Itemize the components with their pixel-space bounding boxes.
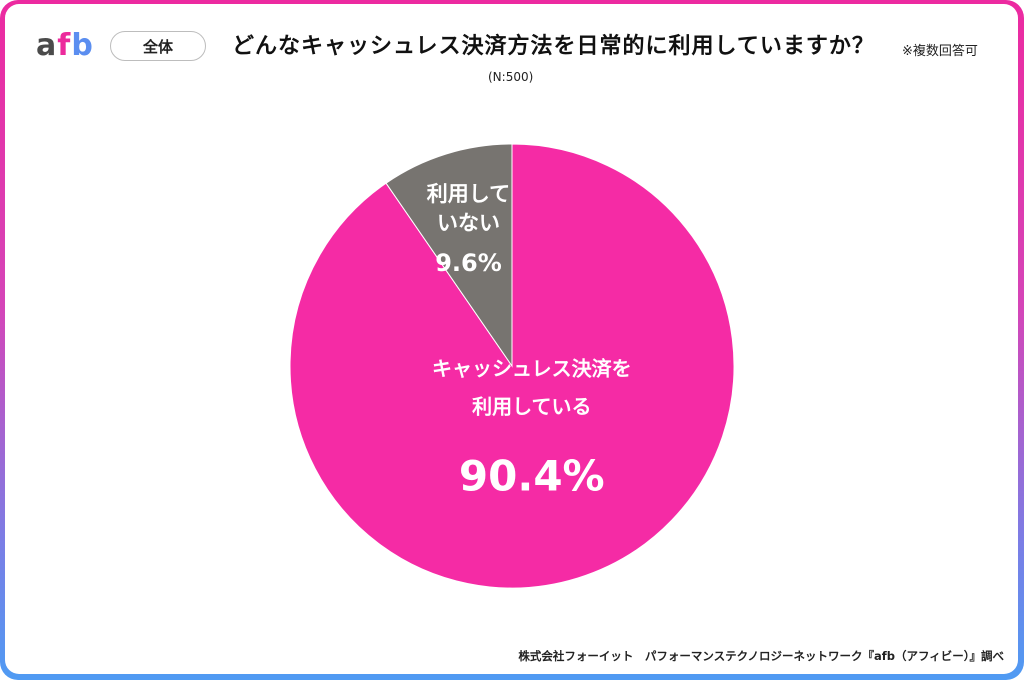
logo-letter-f: f [57, 28, 72, 63]
chart-title: どんなキャッシュレス決済方法を日常的に利用していますか？ [232, 34, 875, 59]
pie-slice-1 [385, 143, 513, 368]
pie-slice-0-value: 90.4% [459, 451, 605, 500]
multiple-answer-note: ※複数回答可 [902, 44, 978, 59]
pie-slice-1-value: 9.6% [435, 249, 502, 277]
sample-size: (N:500) [488, 70, 534, 84]
afb-logo: afb [36, 28, 94, 64]
pie-slice-1-label-line-1: いない [437, 211, 500, 235]
pie-slice-1-label-line-0: 利用して [427, 182, 510, 206]
pie-slice-0-label-line-0: キャッシュレス決済を [432, 357, 632, 381]
logo-letter-a: a [36, 28, 58, 63]
pie-slice-0-label-line-1: 利用している [472, 395, 591, 419]
logo-letter-b: b [71, 28, 94, 63]
filter-pill: 全体 [110, 31, 206, 61]
footer-credit: 株式会社フォーイット パフォーマンステクノロジーネットワーク『afb（アフィビー… [518, 649, 1004, 663]
